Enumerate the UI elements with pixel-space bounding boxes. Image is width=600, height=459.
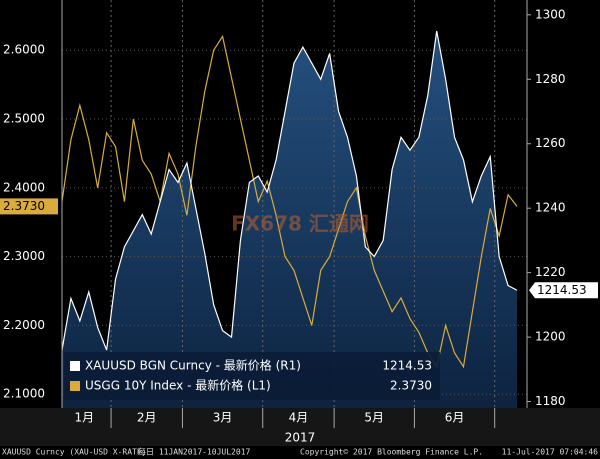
watermark: FX678 汇通网 bbox=[231, 212, 369, 236]
footer-copyright: Copyright© 2017 Bloomberg Finance L.P. bbox=[300, 448, 483, 457]
x-tick-label: 2月 bbox=[137, 411, 157, 425]
x-tick-label: 4月 bbox=[289, 411, 309, 425]
y2-tick-label: 1280 bbox=[535, 72, 566, 86]
y2-tick-label: 1240 bbox=[535, 201, 566, 215]
x-axis-label: 2017 bbox=[285, 431, 316, 445]
x-tick-label: 6月 bbox=[445, 411, 465, 425]
last-value-label: 2.3730 bbox=[3, 199, 45, 213]
footer-range: 每日 11JAN2017-10JUL2017 bbox=[138, 447, 251, 457]
footer-source: XAUUSD Curncy (XAU-USD X-RATE) bbox=[2, 448, 147, 457]
series-line bbox=[61, 34, 518, 369]
legend-box bbox=[64, 352, 440, 400]
legend-label: USGG 10Y Index - 最新价格 (L1) bbox=[85, 378, 271, 393]
area-fill bbox=[62, 30, 517, 409]
legend-label: XAUUSD BGN Curncy - 最新价格 (R1) bbox=[85, 358, 301, 373]
legend-value: 1214.53 bbox=[382, 359, 432, 373]
last-value-tag bbox=[529, 282, 598, 299]
y-tick-label: 2.3000 bbox=[3, 249, 45, 263]
y2-tick-label: 1220 bbox=[535, 265, 566, 279]
y2-tick-label: 1180 bbox=[535, 394, 566, 408]
x-tick-label: 1月 bbox=[74, 411, 94, 425]
last-value-label: 1214.53 bbox=[537, 283, 587, 297]
series-line bbox=[61, 30, 518, 351]
footer-timestamp: 11-Jul-2017 07:04:46 bbox=[502, 448, 599, 457]
last-value-tag bbox=[0, 198, 58, 215]
legend-value: 2.3730 bbox=[390, 379, 432, 393]
y-tick-label: 2.2000 bbox=[3, 318, 45, 332]
y2-tick-label: 1200 bbox=[535, 330, 566, 344]
y-tick-label: 2.4000 bbox=[3, 180, 45, 194]
x-axis-band bbox=[0, 408, 600, 446]
x-tick-label: 3月 bbox=[213, 411, 233, 425]
legend-swatch bbox=[70, 381, 80, 391]
y-tick-label: 2.1000 bbox=[3, 387, 45, 401]
y2-tick-label: 1260 bbox=[535, 136, 566, 150]
legend-swatch bbox=[70, 361, 80, 371]
y2-tick-label: 1300 bbox=[535, 7, 566, 21]
y-tick-label: 2.6000 bbox=[3, 43, 45, 57]
y-tick-label: 2.5000 bbox=[3, 112, 45, 126]
x-tick-label: 5月 bbox=[364, 411, 384, 425]
